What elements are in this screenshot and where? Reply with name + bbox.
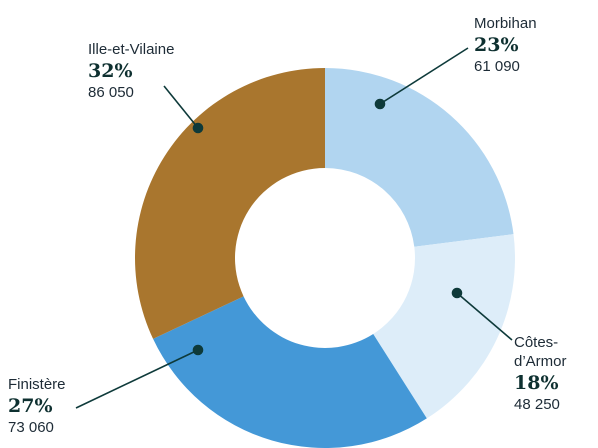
slice bbox=[373, 234, 515, 419]
percent-label: 27% bbox=[8, 395, 53, 417]
slice bbox=[153, 296, 427, 448]
leader-line bbox=[379, 47, 469, 105]
leader-line bbox=[456, 292, 513, 341]
slice-label: Côtes-d’Armor 18% 48 250 bbox=[514, 333, 592, 414]
leader-dot bbox=[192, 344, 204, 356]
slice-label: Morbihan 23% 61 090 bbox=[474, 14, 594, 76]
category-label: Morbihan bbox=[474, 15, 537, 32]
slice bbox=[134, 68, 325, 339]
percent-label: 23% bbox=[474, 34, 519, 56]
slice bbox=[325, 68, 514, 247]
count-label: 86 050 bbox=[88, 84, 134, 101]
count-label: 61 090 bbox=[474, 58, 520, 75]
leader-dot bbox=[451, 287, 463, 299]
category-label: Ille-et-Vilaine bbox=[88, 41, 175, 58]
slice-label: Finistère 27% 73 060 bbox=[8, 375, 128, 437]
category-label: Côtes-d’Armor bbox=[514, 334, 567, 370]
leader-line bbox=[75, 349, 199, 409]
percent-label: 32% bbox=[88, 60, 133, 82]
leader-dot bbox=[192, 122, 204, 134]
count-label: 48 250 bbox=[514, 396, 560, 413]
count-label: 73 060 bbox=[8, 419, 54, 436]
percent-label: 18% bbox=[514, 372, 559, 394]
slice-label: Ille-et-Vilaine 32% 86 050 bbox=[88, 40, 228, 102]
leader-dot bbox=[374, 98, 386, 110]
category-label: Finistère bbox=[8, 376, 66, 393]
leader-line bbox=[163, 85, 199, 129]
